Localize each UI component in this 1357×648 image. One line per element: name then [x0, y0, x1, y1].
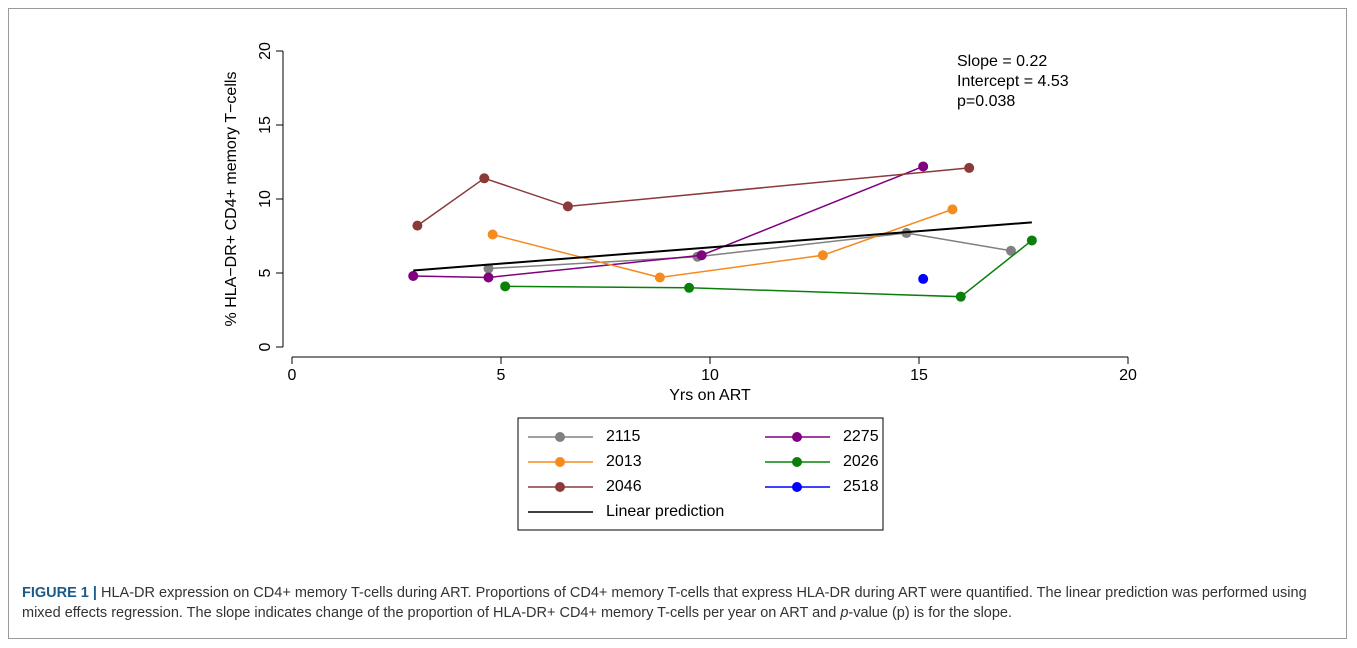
series-line [413, 165, 924, 279]
data-point [562, 201, 573, 212]
annotation: p=0.038 [957, 93, 1015, 110]
caption-text: HLA-DR expression on CD4+ memory T-cells… [22, 585, 1307, 621]
legend-label: 2013 [606, 453, 642, 470]
caption-text: -value (p) is for the slope. [848, 605, 1013, 621]
y-axis-title: % HLA−DR+ CD4+ memory T−cells [223, 72, 240, 327]
data-point [817, 250, 828, 261]
data-point [955, 291, 966, 302]
data-point [412, 220, 423, 231]
series-line [416, 167, 970, 227]
data-point [947, 204, 958, 215]
caption-label: FIGURE 1 | [22, 585, 97, 601]
x-tick-label: 0 [288, 367, 297, 384]
caption: FIGURE 1 | HLA-DR expression on CD4+ mem… [22, 583, 1337, 623]
data-point [500, 281, 511, 292]
data-point [1005, 245, 1016, 256]
annotation: Slope = 0.22 [957, 53, 1047, 70]
data-point [483, 263, 494, 274]
legend-label: Linear prediction [606, 503, 724, 520]
legend-label: 2115 [606, 428, 641, 445]
annotation: Intercept = 4.53 [957, 73, 1069, 90]
legend-marker [555, 482, 565, 492]
legend-marker [792, 457, 802, 467]
legend-label: 2518 [843, 478, 879, 495]
series-line [492, 208, 953, 279]
y-tick-label: 20 [257, 42, 274, 60]
y-tick-label: 10 [257, 190, 274, 208]
caption-italic: p [840, 605, 849, 621]
x-tick-label: 15 [910, 367, 928, 384]
legend-label: 2046 [606, 478, 642, 495]
x-tick-label: 5 [497, 367, 506, 384]
y-tick-label: 0 [257, 342, 274, 351]
data-point [479, 173, 490, 184]
legend-marker [555, 457, 565, 467]
y-tick-label: 15 [257, 116, 274, 134]
y-tick-label: 5 [257, 268, 274, 277]
data-point [654, 272, 665, 283]
legend-marker [792, 482, 802, 492]
legend-box [517, 417, 884, 531]
series-line [488, 232, 1012, 270]
legend-label: 2026 [843, 453, 879, 470]
data-point [1026, 235, 1037, 246]
data-point [408, 270, 419, 281]
data-point [918, 273, 929, 284]
x-tick-label: 10 [701, 367, 719, 384]
data-point [487, 229, 498, 240]
data-point [918, 161, 929, 172]
data-point [483, 272, 494, 283]
chart: Yrs on ART % HLA−DR+ CD4+ memory T−cells… [223, 42, 1137, 531]
legend-marker [792, 432, 802, 442]
x-tick-label: 20 [1119, 367, 1137, 384]
x-axis-title: Yrs on ART [669, 387, 751, 404]
legend-marker [555, 432, 565, 442]
series-line [505, 239, 1033, 298]
data-point [684, 282, 695, 293]
data-point [964, 162, 975, 173]
data-point [696, 250, 707, 261]
legend-label: 2275 [843, 428, 879, 445]
series-line [413, 221, 1032, 272]
figure-frame [8, 8, 1347, 639]
